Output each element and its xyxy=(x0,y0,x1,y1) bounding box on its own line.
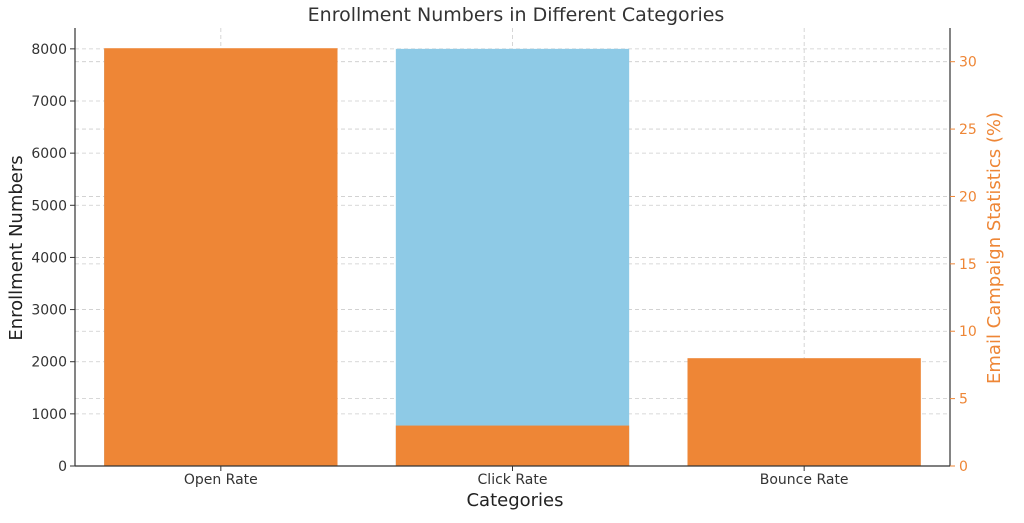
bar-secondary-bounce-rate xyxy=(687,358,921,466)
y-axis-title: Enrollment Numbers xyxy=(6,155,27,340)
x-tick-label: Click Rate xyxy=(478,472,548,488)
x-tick-label: Open Rate xyxy=(184,472,258,488)
bar-secondary-open-rate xyxy=(104,48,338,466)
y-tick-label: 5000 xyxy=(31,198,67,214)
y2-tick-label: 15 xyxy=(959,257,977,273)
y-tick-label: 3000 xyxy=(31,303,67,319)
y-tick-label: 1000 xyxy=(31,407,67,423)
y-tick-label: 0 xyxy=(58,459,67,475)
y2-tick-label: 10 xyxy=(959,324,977,340)
chart-title: Enrollment Numbers in Different Categori… xyxy=(308,4,725,26)
y-tick-label: 2000 xyxy=(31,355,67,371)
bar-primary-click-rate xyxy=(395,48,630,466)
y-tick-label: 8000 xyxy=(31,42,67,58)
y-tick-label: 4000 xyxy=(31,250,67,266)
y2-tick-label: 30 xyxy=(959,55,977,71)
y2-tick-label: 0 xyxy=(959,459,968,475)
axes: 0 1000 2000 3000 4000 5000 6000 7000 8000 0 5 10 15 2… xyxy=(31,28,977,488)
x-axis-title: Categories xyxy=(466,490,563,511)
y2-tick-label: 20 xyxy=(959,189,977,205)
bars xyxy=(104,48,921,466)
y2-tick-label: 25 xyxy=(959,122,977,138)
y-tick-label: 6000 xyxy=(31,146,67,162)
y2-axis-title: Email Campaign Statistics (%) xyxy=(984,112,1005,384)
y2-tick-label: 5 xyxy=(959,392,968,408)
bar-secondary-click-rate xyxy=(395,425,630,466)
y-tick-label: 7000 xyxy=(31,94,67,110)
x-tick-label: Bounce Rate xyxy=(760,472,849,488)
